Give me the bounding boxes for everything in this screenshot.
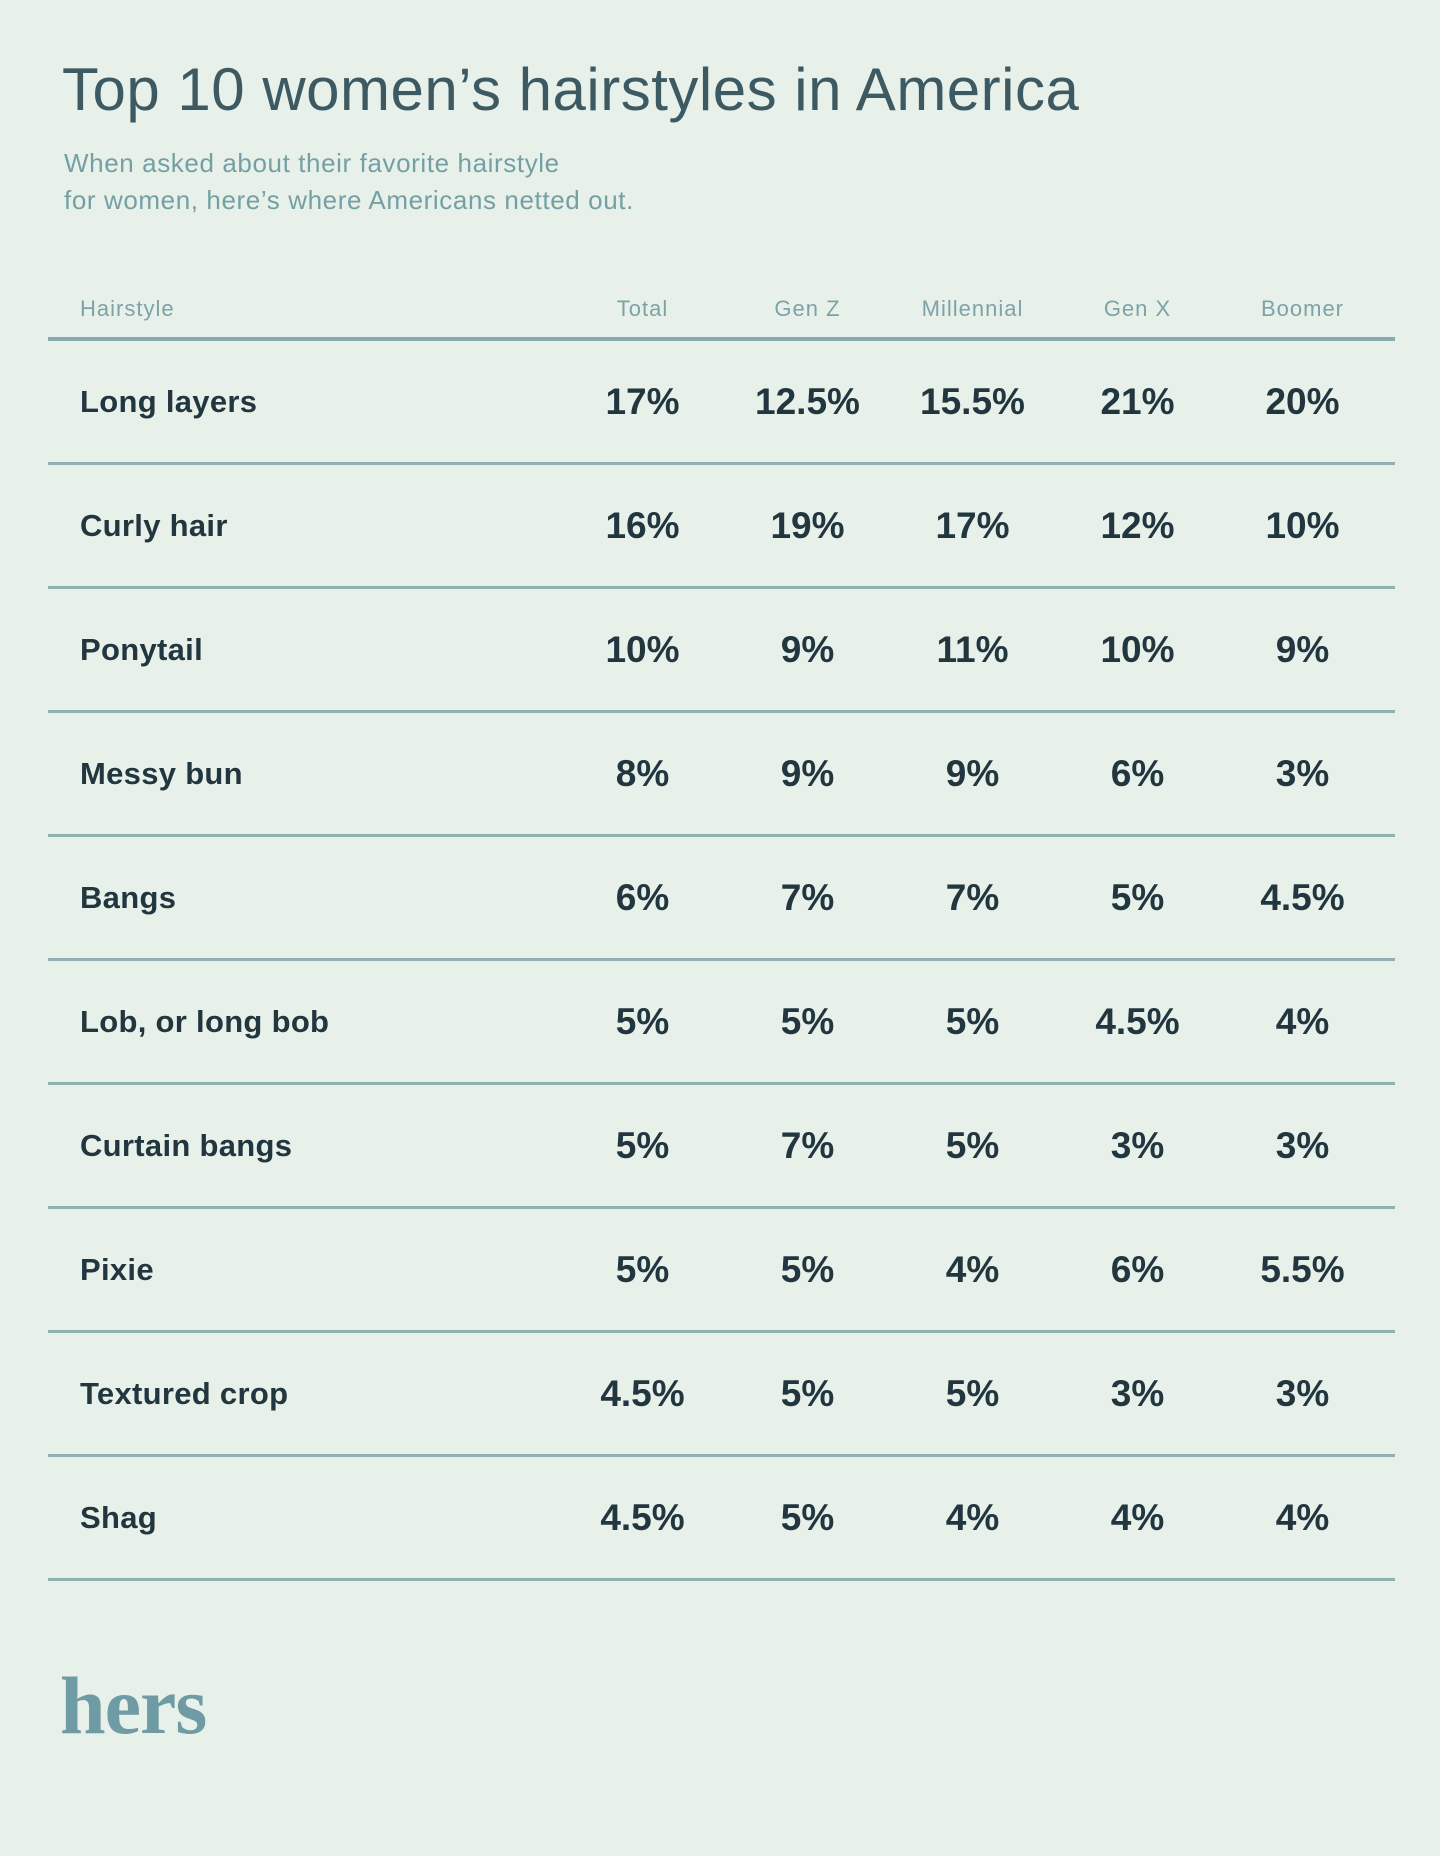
table-row: Long layers 17% 12.5% 15.5% 21% 20% bbox=[48, 341, 1395, 466]
value-cell: 5% bbox=[780, 1372, 835, 1414]
value-cell: 4.5% bbox=[1095, 1000, 1180, 1042]
value-cell: 12% bbox=[1100, 504, 1175, 546]
value-cell: 5% bbox=[945, 1124, 1000, 1166]
value-cell: 9% bbox=[780, 628, 835, 670]
value-cell: 5% bbox=[780, 1248, 835, 1290]
hers-logo: hers bbox=[60, 1660, 207, 1752]
table-row: Curly hair 16% 19% 17% 12% 10% bbox=[48, 465, 1395, 590]
value-cell: 9% bbox=[945, 752, 1000, 794]
value-cell: 5.5% bbox=[1260, 1248, 1345, 1290]
value-cell: 5% bbox=[780, 1496, 835, 1538]
value-cell: 5% bbox=[945, 1372, 1000, 1414]
column-header-total: Total bbox=[616, 296, 669, 322]
value-cell: 4.5% bbox=[600, 1372, 685, 1414]
value-cell: 6% bbox=[1110, 752, 1165, 794]
table-row: Pixie 5% 5% 4% 6% 5.5% bbox=[48, 1209, 1395, 1334]
table-row: Curtain bangs 5% 7% 5% 3% 3% bbox=[48, 1085, 1395, 1210]
hairstyle-label: Long layers bbox=[80, 383, 258, 419]
value-cell: 4% bbox=[945, 1248, 1000, 1290]
footer: hers bbox=[60, 1665, 1440, 1747]
value-cell: 7% bbox=[780, 1124, 835, 1166]
value-cell: 20% bbox=[1265, 380, 1340, 422]
page-title: Top 10 women’s hairstyles in America bbox=[62, 56, 1080, 123]
value-cell: 4% bbox=[1275, 1000, 1330, 1042]
value-cell: 10% bbox=[605, 628, 680, 670]
hairstyle-label: Pixie bbox=[80, 1251, 154, 1287]
column-header-gen-x: Gen X bbox=[1103, 296, 1172, 322]
table-row: Ponytail 10% 9% 11% 10% 9% bbox=[48, 589, 1395, 714]
page-subtitle: When asked about their favorite hairstyl… bbox=[64, 145, 1440, 219]
value-cell: 3% bbox=[1275, 1372, 1330, 1414]
value-cell: 5% bbox=[945, 1000, 1000, 1042]
table-row: Shag 4.5% 5% 4% 4% 4% bbox=[48, 1457, 1395, 1582]
hairstyle-label: Curtain bangs bbox=[80, 1127, 293, 1163]
value-cell: 3% bbox=[1275, 1124, 1330, 1166]
table-header-row: Hairstyle Total Gen Z Millennial Gen X B… bbox=[48, 263, 1395, 342]
value-cell: 4.5% bbox=[1260, 876, 1345, 918]
hairstyle-label: Bangs bbox=[80, 879, 177, 915]
column-header-hairstyle: Hairstyle bbox=[80, 296, 175, 322]
table-row: Lob, or long bob 5% 5% 5% 4.5% 4% bbox=[48, 961, 1395, 1086]
table-row: Bangs 6% 7% 7% 5% 4.5% bbox=[48, 837, 1395, 962]
value-cell: 19% bbox=[770, 504, 845, 546]
value-cell: 6% bbox=[1110, 1248, 1165, 1290]
subtitle-line-1: When asked about their favorite hairstyl… bbox=[64, 148, 560, 179]
value-cell: 9% bbox=[780, 752, 835, 794]
value-cell: 5% bbox=[615, 1000, 670, 1042]
value-cell: 11% bbox=[936, 628, 1009, 670]
subtitle-line-2: for women, here’s where Americans netted… bbox=[64, 185, 634, 216]
value-cell: 4.5% bbox=[600, 1496, 685, 1538]
table-body: Long layers 17% 12.5% 15.5% 21% 20% Curly hair… bbox=[48, 341, 1395, 1582]
column-header-boomer: Boomer bbox=[1260, 296, 1345, 322]
column-header-gen-z: Gen Z bbox=[774, 296, 841, 322]
value-cell: 15.5% bbox=[920, 380, 1025, 422]
table-row: Messy bun 8% 9% 9% 6% 3% bbox=[48, 713, 1395, 838]
value-cell: 4% bbox=[945, 1496, 1000, 1538]
value-cell: 4% bbox=[1110, 1496, 1165, 1538]
hairstyle-label: Textured crop bbox=[80, 1375, 289, 1411]
value-cell: 3% bbox=[1275, 752, 1330, 794]
value-cell: 21% bbox=[1100, 380, 1175, 422]
value-cell: 10% bbox=[1100, 628, 1175, 670]
value-cell: 5% bbox=[615, 1248, 670, 1290]
hairstyle-label: Messy bun bbox=[80, 755, 243, 791]
value-cell: 7% bbox=[780, 876, 835, 918]
column-header-millennial: Millennial bbox=[921, 296, 1024, 322]
value-cell: 8% bbox=[615, 752, 670, 794]
hairstyle-label: Lob, or long bob bbox=[80, 1003, 330, 1039]
hairstyle-label: Shag bbox=[80, 1499, 157, 1535]
value-cell: 4% bbox=[1275, 1496, 1330, 1538]
hairstyle-label: Curly hair bbox=[80, 507, 228, 543]
hairstyle-label: Ponytail bbox=[80, 631, 203, 667]
value-cell: 17% bbox=[935, 504, 1010, 546]
value-cell: 9% bbox=[1275, 628, 1330, 670]
value-cell: 17% bbox=[605, 380, 680, 422]
hairstyle-table: Hairstyle Total Gen Z Millennial Gen X B… bbox=[48, 263, 1395, 1582]
value-cell: 10% bbox=[1265, 504, 1340, 546]
value-cell: 3% bbox=[1110, 1372, 1165, 1414]
value-cell: 6% bbox=[615, 876, 670, 918]
value-cell: 7% bbox=[945, 876, 1000, 918]
value-cell: 16% bbox=[605, 504, 680, 546]
value-cell: 12.5% bbox=[755, 380, 860, 422]
table-row: Textured crop 4.5% 5% 5% 3% 3% bbox=[48, 1333, 1395, 1458]
infographic-page: Top 10 women’s hairstyles in America Whe… bbox=[0, 56, 1440, 1856]
value-cell: 5% bbox=[780, 1000, 835, 1042]
value-cell: 5% bbox=[615, 1124, 670, 1166]
value-cell: 5% bbox=[1110, 876, 1165, 918]
value-cell: 3% bbox=[1110, 1124, 1165, 1166]
